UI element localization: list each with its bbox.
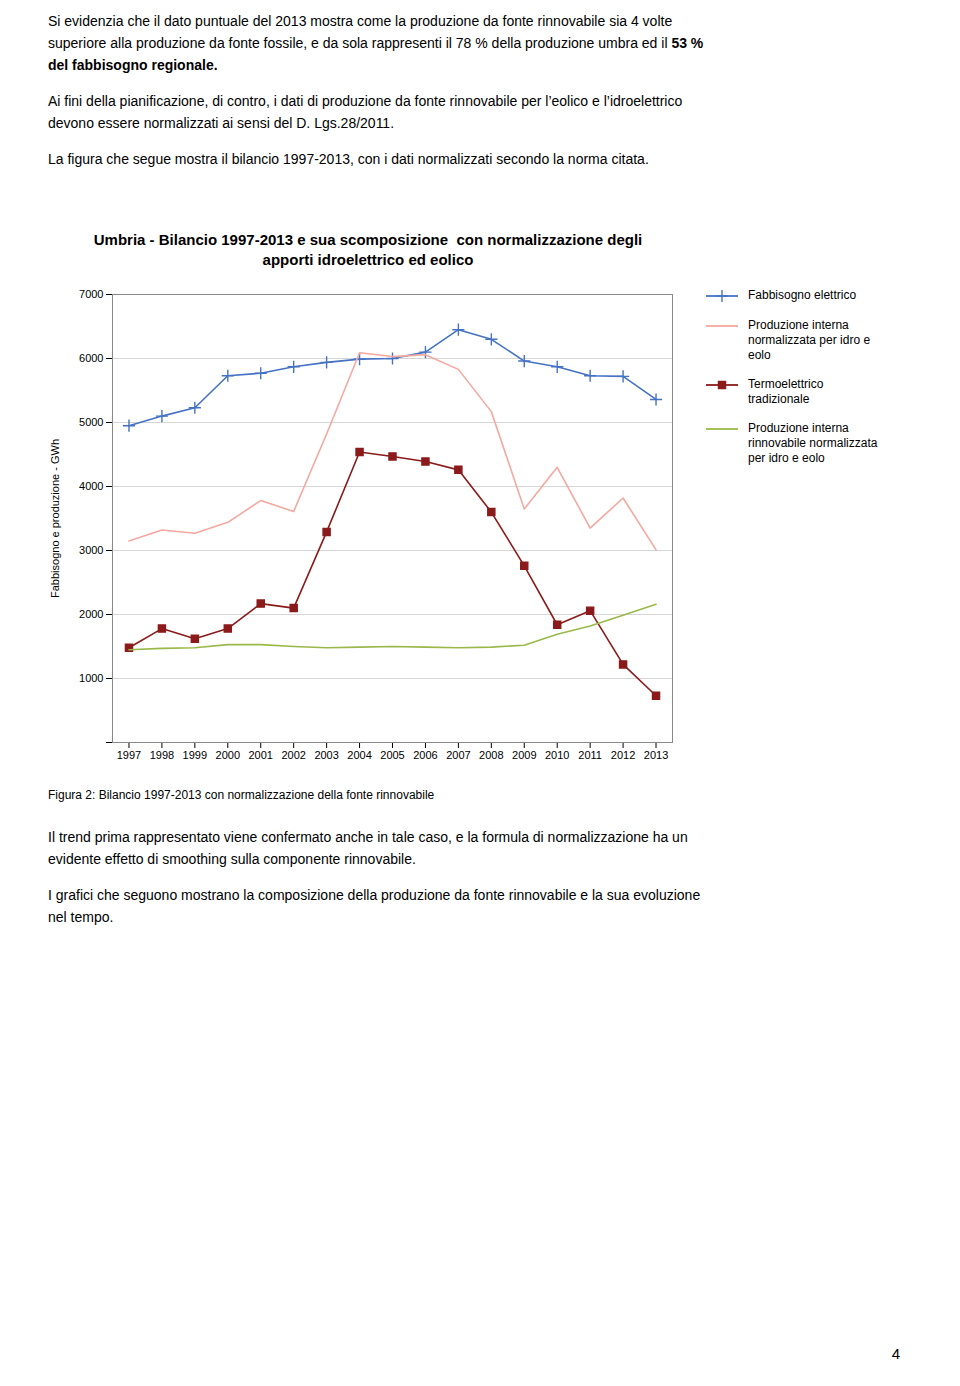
svg-text:1998: 1998	[150, 749, 174, 761]
html-text:Produzione interna normalizzat: Produzione interna normalizzata per idro…	[748, 318, 871, 362]
svg-text:2010: 2010	[545, 749, 569, 761]
html-text:La figura che segue mostra il: La figura che segue mostra il bilancio 1…	[48, 151, 649, 167]
svg-text:4000: 4000	[79, 480, 103, 492]
svg-text:2006: 2006	[413, 749, 437, 761]
html-text:Produzione interna rinnovabile: Produzione interna rinnovabile normalizz…	[748, 421, 878, 465]
html-text:Ai fini della pianificazione,: Ai fini della pianificazione, di contro,…	[48, 93, 683, 131]
html-text:Si evidenzia che il dato puntu: Si evidenzia che il dato puntuale del 20…	[48, 13, 704, 73]
svg-text:1997: 1997	[117, 749, 141, 761]
svg-text:2009: 2009	[512, 749, 536, 761]
svg-text:2008: 2008	[479, 749, 503, 761]
svg-text:2005: 2005	[380, 749, 404, 761]
svg-text:2011: 2011	[578, 749, 602, 761]
html-text:I grafici che seguono mostrano: I grafici che seguono mostrano la compos…	[48, 887, 701, 925]
html-text:Termoelettrico tradizionale: Termoelettrico tradizionale	[748, 377, 824, 406]
html-text:Umbria - Bilancio 1997-2013 e: Umbria - Bilancio 1997-2013 e sua scompo…	[93, 231, 643, 268]
svg-text:2000: 2000	[216, 749, 240, 761]
svg-text:Fabbisogno e produzione - GWh: Fabbisogno e produzione - GWh	[49, 439, 61, 598]
svg-text:5000: 5000	[79, 416, 103, 428]
html-text:4: 4	[891, 1345, 900, 1362]
svg-text:2000: 2000	[79, 608, 103, 620]
svg-text:2003: 2003	[314, 749, 338, 761]
html-text:Il trend prima rappresentato v: Il trend prima rappresentato viene confe…	[48, 829, 688, 867]
svg-text:2002: 2002	[281, 749, 305, 761]
svg-text:2001: 2001	[248, 749, 272, 761]
svg-text:7000: 7000	[79, 288, 103, 300]
svg-text:2007: 2007	[446, 749, 470, 761]
svg-text:6000: 6000	[79, 352, 103, 364]
html-text:Fabbisogno elettrico: Fabbisogno elettrico	[748, 288, 857, 302]
svg-text:3000: 3000	[79, 544, 103, 556]
svg-text:2004: 2004	[347, 749, 371, 761]
svg-text:1999: 1999	[183, 749, 207, 761]
svg-text:2013: 2013	[644, 749, 668, 761]
svg-text:2012: 2012	[611, 749, 635, 761]
html-text:Figura 2: Bilancio 1997-2013 c: Figura 2: Bilancio 1997-2013 con normali…	[48, 788, 435, 802]
svg-text:1000: 1000	[79, 672, 103, 684]
